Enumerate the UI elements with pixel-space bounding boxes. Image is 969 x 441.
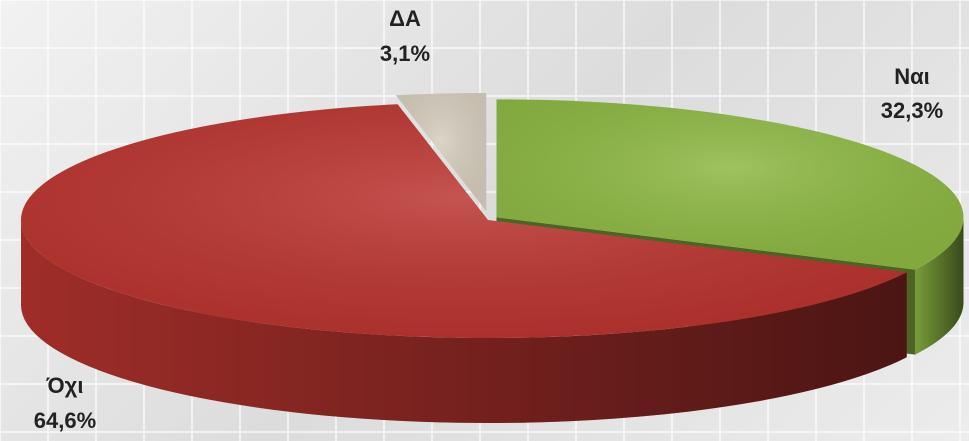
slice-value-label: 3,1%	[380, 41, 430, 66]
slice-category-label: Όχι	[46, 373, 84, 398]
slice-category-label: ΔΑ	[389, 6, 421, 31]
slice-shine	[496, 99, 964, 270]
slice-shine	[395, 93, 487, 212]
slice-side-shade	[21, 220, 907, 424]
slice-value-label: 32,3%	[881, 98, 943, 123]
slice-shine	[21, 104, 907, 339]
slice-side-shade	[915, 217, 964, 355]
slice-value-label: 64,6%	[34, 408, 96, 433]
slice-category-label: Ναι	[894, 64, 930, 89]
